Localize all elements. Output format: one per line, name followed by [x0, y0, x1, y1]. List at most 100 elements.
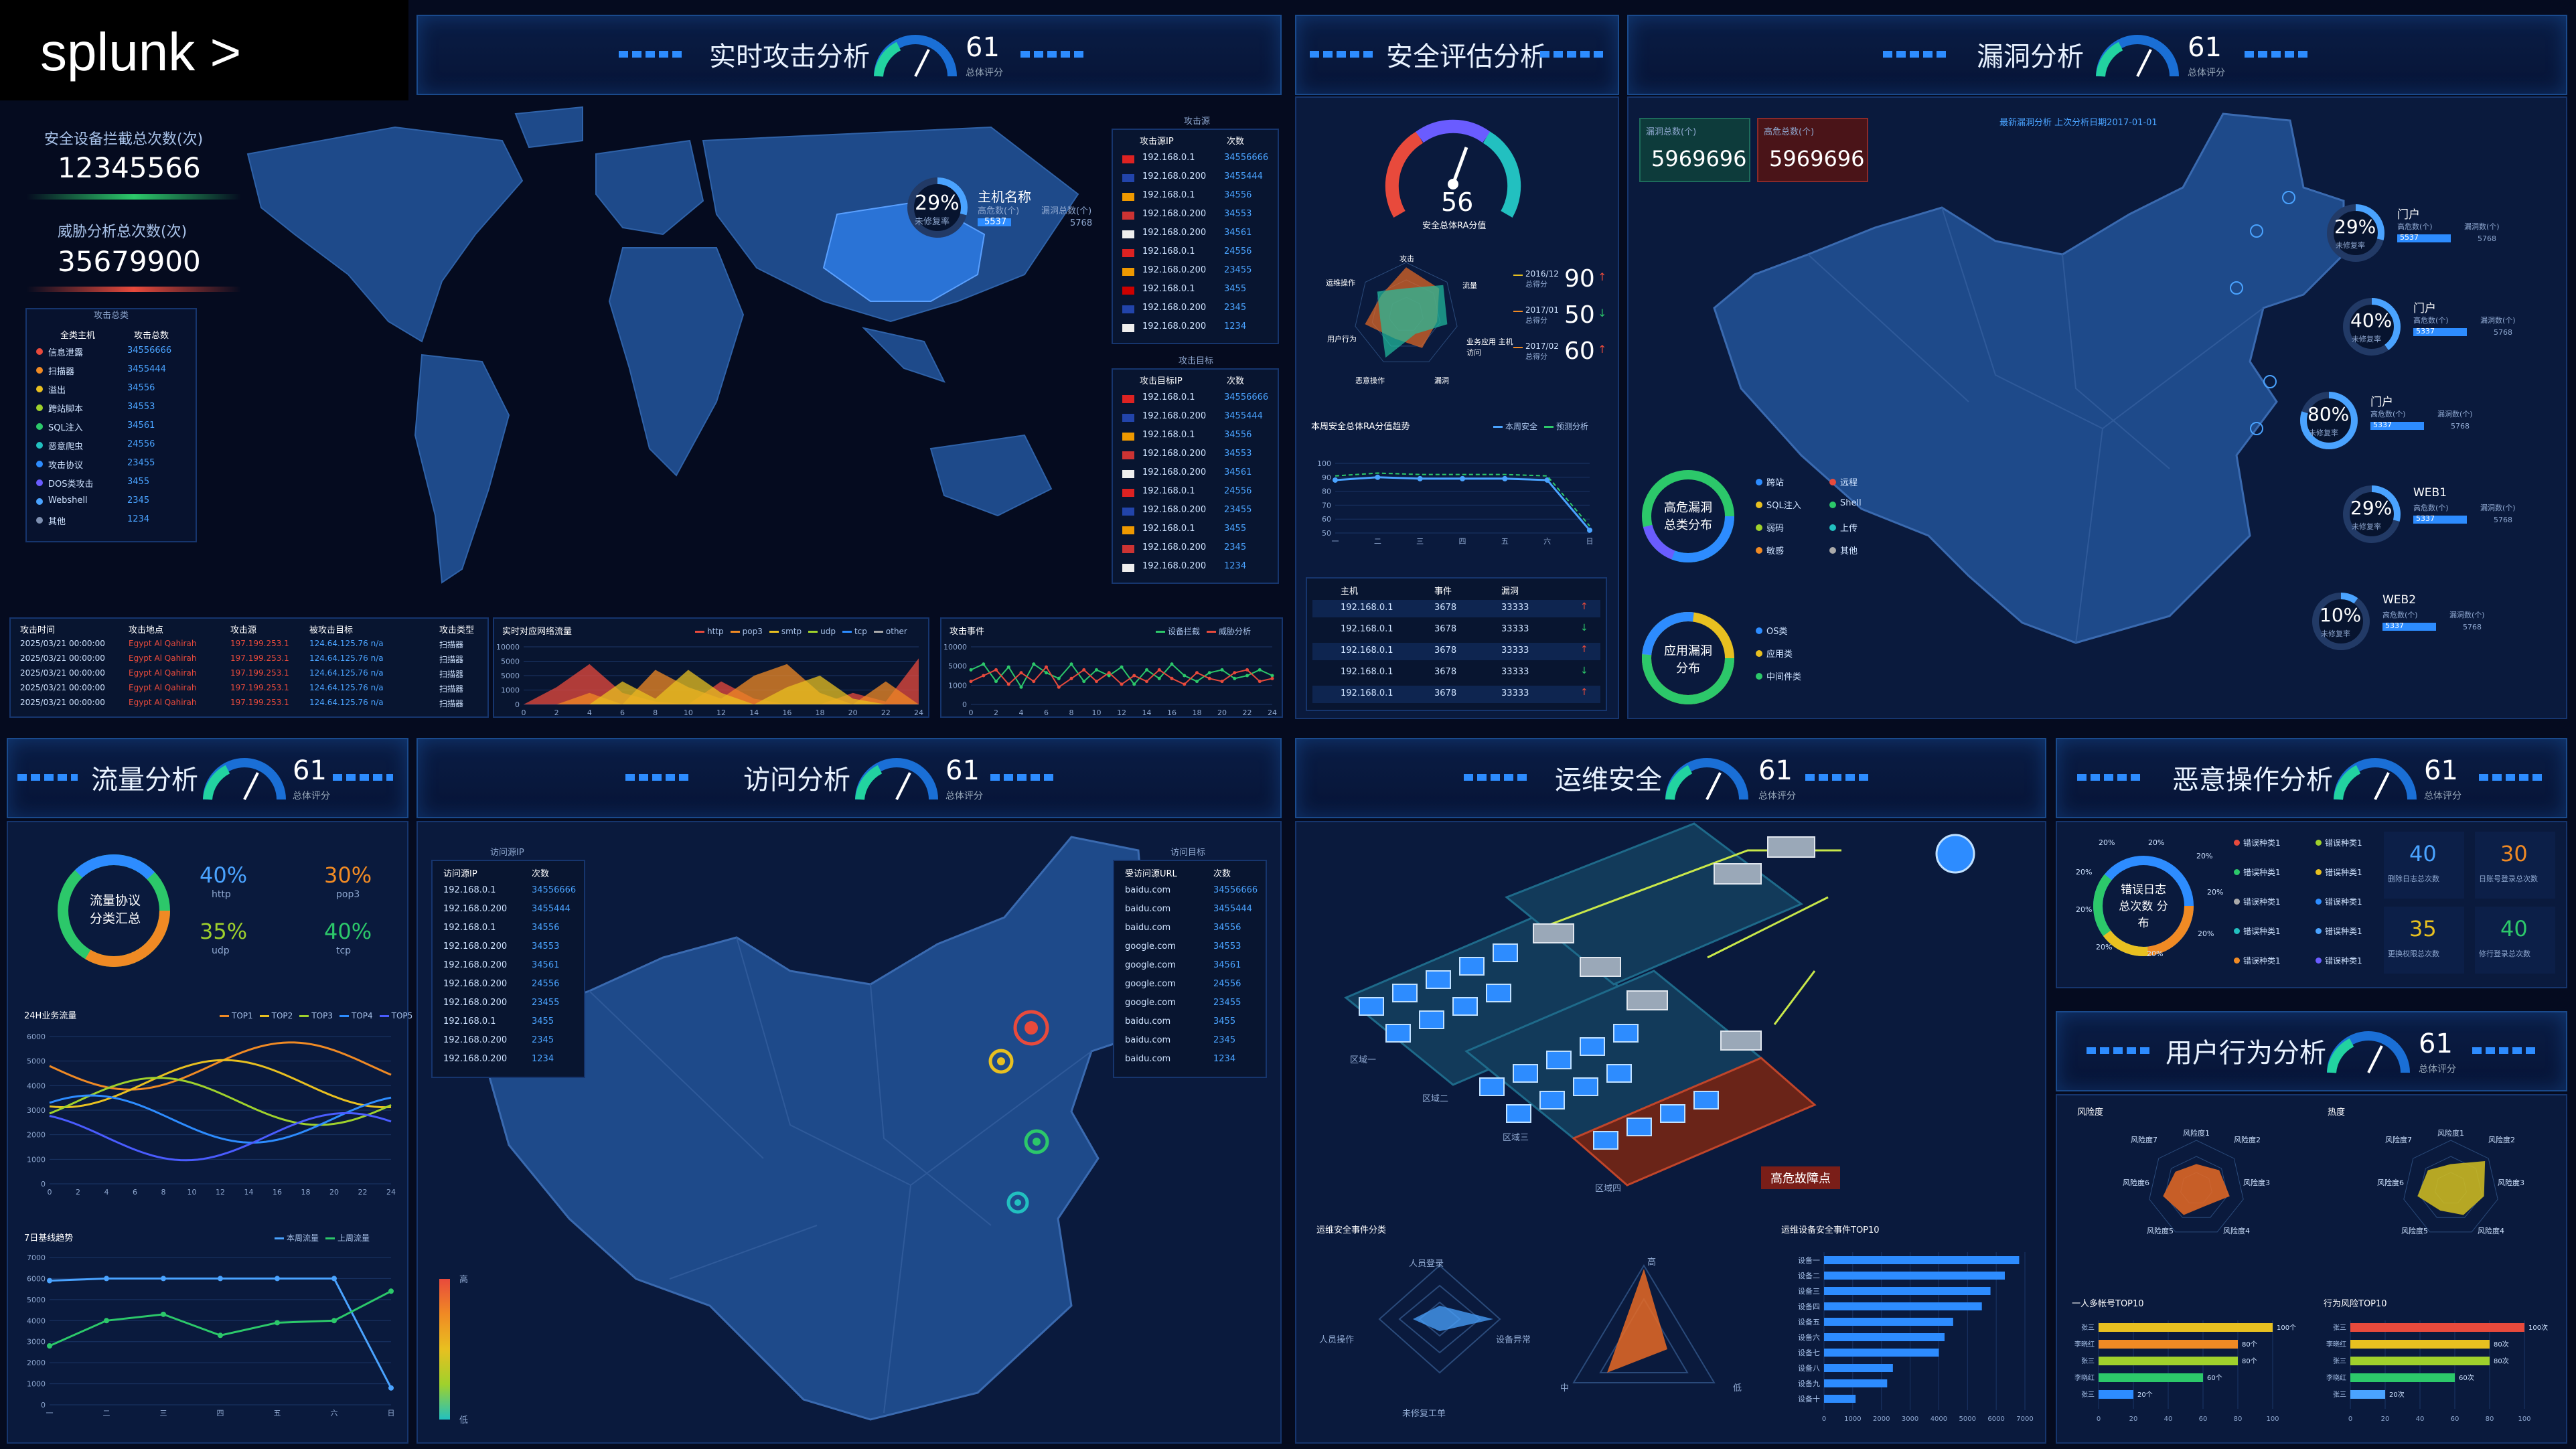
- attack-totals-box: 攻击总类 全类主机 攻击总数 信息泄露 34556666 扫描器 3455444 溢出 3…: [25, 308, 197, 542]
- vuln-card-name: 门户: [2397, 208, 2420, 222]
- x-tick: 16: [1167, 708, 1177, 717]
- header-dash-right: [1540, 51, 1607, 58]
- baseline-point: [388, 1288, 394, 1294]
- header-dash-right: [2472, 1047, 2539, 1054]
- vuln-card-bar: [2370, 422, 2424, 430]
- log-cell: 扫描器: [439, 699, 464, 708]
- china-access-map: [481, 836, 1180, 1421]
- y-tick: 0: [962, 700, 967, 709]
- vuln-card-total: 5768: [2478, 234, 2496, 243]
- vuln-card-total: 5768: [2463, 623, 2482, 631]
- stat-label: 删除日志总次数: [2388, 874, 2439, 883]
- y-tick: 5000: [948, 662, 967, 671]
- log-cell: 2025/03/21 00:00:00: [20, 698, 105, 707]
- event-point: [1245, 674, 1249, 678]
- vuln-card-pct: 10%: [2320, 604, 2362, 626]
- ip-cell: 192.168.0.1: [1142, 190, 1195, 200]
- x-tick: 16: [273, 1188, 282, 1197]
- attack-log-table: 攻击时间 攻击地点 攻击源 被攻击目标 攻击类型 2025/03/21 00:00:00…: [9, 617, 489, 718]
- radar-label: 风险度6: [2377, 1178, 2404, 1187]
- event-point: [1170, 662, 1174, 666]
- x-tick: 10: [187, 1188, 197, 1197]
- ops-top-chart: 0 1000 2000 3000 4000 5000 6000 7000 设备一设备二设备三设备…: [1798, 1252, 2034, 1423]
- vuln-card-name: WEB1: [2413, 486, 2447, 500]
- behavior-header: 用户行为分析 61 总体评分: [2056, 1011, 2567, 1091]
- header-dash-right: [1020, 51, 1087, 58]
- bar-value: 80次: [2494, 1357, 2509, 1365]
- vuln-card-ring: [2343, 298, 2401, 356]
- event-point: [1220, 668, 1224, 672]
- attack-type-name: SQL注入: [48, 423, 83, 433]
- header-score: 61: [966, 32, 1000, 63]
- x-tick: 0: [522, 708, 526, 717]
- event-point: [1270, 676, 1274, 680]
- bar-label: 设备四: [1798, 1302, 1820, 1311]
- bar-label: 张三: [2333, 1391, 2346, 1399]
- attack-type-name: 扫描器: [48, 367, 75, 377]
- flag-icon: [1122, 305, 1134, 313]
- legend-item: TOP5: [379, 1011, 412, 1020]
- ring-pct: 20%: [2099, 838, 2115, 847]
- history-sub: 总得分: [1525, 280, 1547, 289]
- legend-item: 预测分析: [1544, 422, 1588, 431]
- bar-value: 60次: [2459, 1373, 2474, 1382]
- event-point: [1195, 680, 1199, 684]
- event-point: [1145, 668, 1148, 672]
- y-tick: 6000: [27, 1033, 46, 1041]
- history-value: 90: [1564, 265, 1595, 293]
- cell-count: 1234: [1213, 1054, 1236, 1064]
- ip-cell: 192.168.0.200: [1142, 209, 1207, 219]
- ring-pct: 20%: [2096, 943, 2113, 951]
- attack-type-dot: [36, 367, 43, 374]
- col-ip: 攻击目标IP: [1140, 376, 1183, 386]
- legend-item: TOP1: [220, 1011, 253, 1020]
- header-dash-left: [1883, 51, 1950, 58]
- history-sub: 总得分: [1525, 316, 1547, 325]
- count-cell: 34553: [1224, 209, 1252, 219]
- vuln-card-pct-label: 未修复率: [2309, 429, 2338, 437]
- vuln-header: 漏洞分析 61 总体评分: [1627, 15, 2567, 95]
- bar: [2350, 1373, 2455, 1382]
- event-point: [1069, 676, 1073, 680]
- attack-type-name: DOS类攻击: [48, 479, 94, 489]
- behavior-panel: [2056, 1094, 2567, 1444]
- host-arrow: ↓: [1580, 623, 1588, 633]
- radar-label: 风险度5: [2147, 1227, 2174, 1235]
- stat-card: [2384, 907, 2464, 974]
- legend-item: pop3: [730, 627, 763, 636]
- cell-key: 192.168.0.200: [443, 1054, 508, 1064]
- radar-label: 风险度7: [2131, 1136, 2157, 1144]
- baseline-point: [104, 1318, 109, 1324]
- radar-label: 业务应用 主机访问: [1466, 337, 1513, 357]
- attack-type-dot: [36, 348, 43, 355]
- ops-tri-low: 低: [1733, 1383, 1742, 1393]
- count-cell: 34556666: [1224, 392, 1269, 402]
- attack-type-dot: [36, 479, 43, 486]
- heat-legend-bar: [439, 1279, 450, 1420]
- header-title: 访问分析: [743, 765, 850, 795]
- cell-count: 24556: [532, 979, 560, 989]
- history-marker: [1513, 311, 1523, 312]
- x-tick: 四: [217, 1409, 224, 1418]
- bar-label: 设备八: [1798, 1363, 1820, 1373]
- cell-key: baidu.com: [1125, 904, 1171, 914]
- count-cell: 34556666: [1224, 153, 1269, 163]
- vuln-card-total-label: 漏洞数(个): [2480, 316, 2516, 325]
- legend-label: 跨站: [1766, 478, 1785, 488]
- baseline-point: [104, 1276, 109, 1282]
- gauge-icon: [2334, 758, 2417, 800]
- gauge-icon: [203, 758, 286, 800]
- event-point: [1233, 676, 1237, 680]
- y-tick: 2000: [27, 1131, 46, 1140]
- x-tick: 20: [2381, 1416, 2390, 1423]
- legend-label: 错误种类1: [2243, 838, 2281, 848]
- x-tick: 6: [1044, 708, 1049, 717]
- event-point: [1095, 680, 1098, 684]
- x-tick: 4000: [1930, 1416, 1947, 1423]
- flag-icon: [1122, 230, 1134, 238]
- y-tick: 90: [1322, 473, 1331, 482]
- x-tick: 14: [1142, 708, 1152, 717]
- baseline-point: [161, 1276, 166, 1282]
- cell-key: 192.168.0.1: [443, 885, 496, 895]
